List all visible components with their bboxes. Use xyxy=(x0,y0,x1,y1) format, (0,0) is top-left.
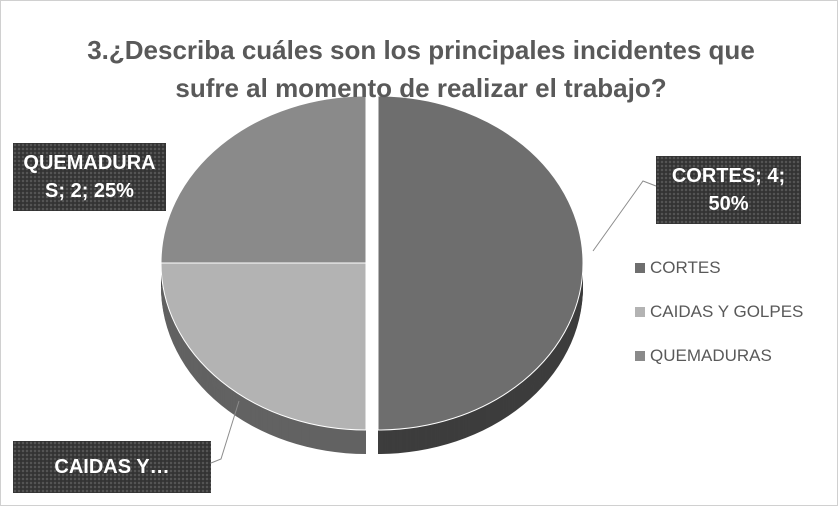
legend-item: CAIDAS Y GOLPES xyxy=(635,302,803,322)
legend-label: CAIDAS Y GOLPES xyxy=(650,302,804,321)
leader-line xyxy=(210,400,240,464)
legend-item: QUEMADURAS xyxy=(635,346,772,366)
legend-swatch xyxy=(635,351,645,361)
data-label: CAIDAS Y… xyxy=(13,441,211,493)
slice xyxy=(377,95,584,431)
legend-item: CORTES xyxy=(635,258,721,278)
slice xyxy=(160,262,367,431)
legend-label: CORTES xyxy=(650,258,721,277)
data-label: QUEMADURAS; 2; 25% xyxy=(13,143,166,211)
legend-swatch xyxy=(635,263,645,273)
legend-label: QUEMADURAS xyxy=(650,346,772,365)
data-label: CORTES; 4; 50% xyxy=(656,156,801,224)
legend-swatch xyxy=(635,307,645,317)
slice xyxy=(160,95,367,264)
pie xyxy=(160,95,584,454)
leader-line xyxy=(592,180,657,252)
chart-title: 3.¿Describa cuáles son los principales i… xyxy=(87,35,755,103)
